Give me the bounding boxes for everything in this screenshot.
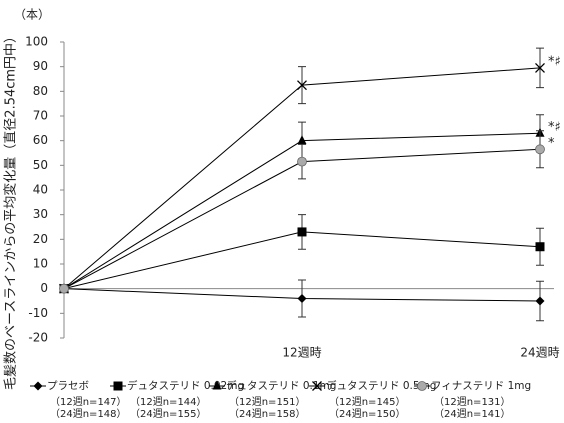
y-axis-title: 毛髪数のベースラインからの平均変化量（直径2.54cm円中）: [3, 30, 19, 390]
legend-label: デュタステリド 0.1mg: [226, 379, 336, 392]
y-tick-label: 100: [25, 35, 48, 49]
y-tick-label: 10: [33, 257, 48, 271]
annotation: *♯: [548, 120, 561, 135]
marker: [33, 381, 43, 391]
y-tick-label: 30: [33, 207, 48, 221]
legend-label: フィナステリド 1mg: [431, 380, 531, 392]
marker: [297, 156, 307, 167]
y-tick-label: 20: [33, 232, 48, 246]
legend-n: （24週n=148）: [50, 408, 127, 419]
legend-n: （12週n=147）: [50, 396, 127, 408]
legend-n: （12週n=145）: [329, 396, 406, 408]
legend-n: （24週n=155）: [130, 408, 207, 419]
marker: [297, 227, 307, 237]
y-tick-label: 60: [33, 133, 48, 147]
y-tick-label: 80: [33, 84, 48, 98]
marker: [535, 62, 545, 73]
y-tick-label: 70: [33, 109, 48, 123]
legend-label: デュタステリド 0.5mg: [326, 379, 436, 392]
y-tick-label: 40: [33, 183, 48, 197]
legend-n: （24週n=150）: [329, 408, 406, 419]
y-tick-label: 90: [33, 59, 48, 73]
marker: [312, 381, 322, 391]
unit-label: （本）: [14, 8, 50, 22]
y-tick-label: -20: [28, 331, 48, 345]
y-tick-label: -10: [28, 306, 48, 320]
marker: [113, 381, 123, 391]
annotation: *: [548, 136, 555, 151]
legend-n: （12週n=144）: [130, 396, 207, 408]
marker: [59, 283, 69, 294]
legend-n: （24週n=141）: [434, 408, 511, 419]
legend-n: （12週n=151）: [229, 396, 306, 408]
marker: [535, 144, 545, 155]
y-tick-label: 50: [33, 158, 48, 172]
marker: [535, 242, 545, 252]
annotation: *♯: [548, 54, 561, 69]
x-tick-label: 12週時: [282, 346, 321, 360]
legend-n: （24週n=158）: [229, 408, 306, 419]
marker: [417, 381, 427, 391]
marker: [535, 296, 545, 306]
marker: [297, 294, 307, 304]
y-tick-label: 0: [40, 281, 48, 295]
x-tick-label: 24週時: [520, 346, 559, 360]
marker: [297, 135, 307, 145]
legend-label: プラセボ: [47, 380, 89, 392]
legend-n: （12週n=131）: [434, 396, 511, 408]
marker: [297, 80, 307, 91]
marker: [212, 380, 222, 390]
